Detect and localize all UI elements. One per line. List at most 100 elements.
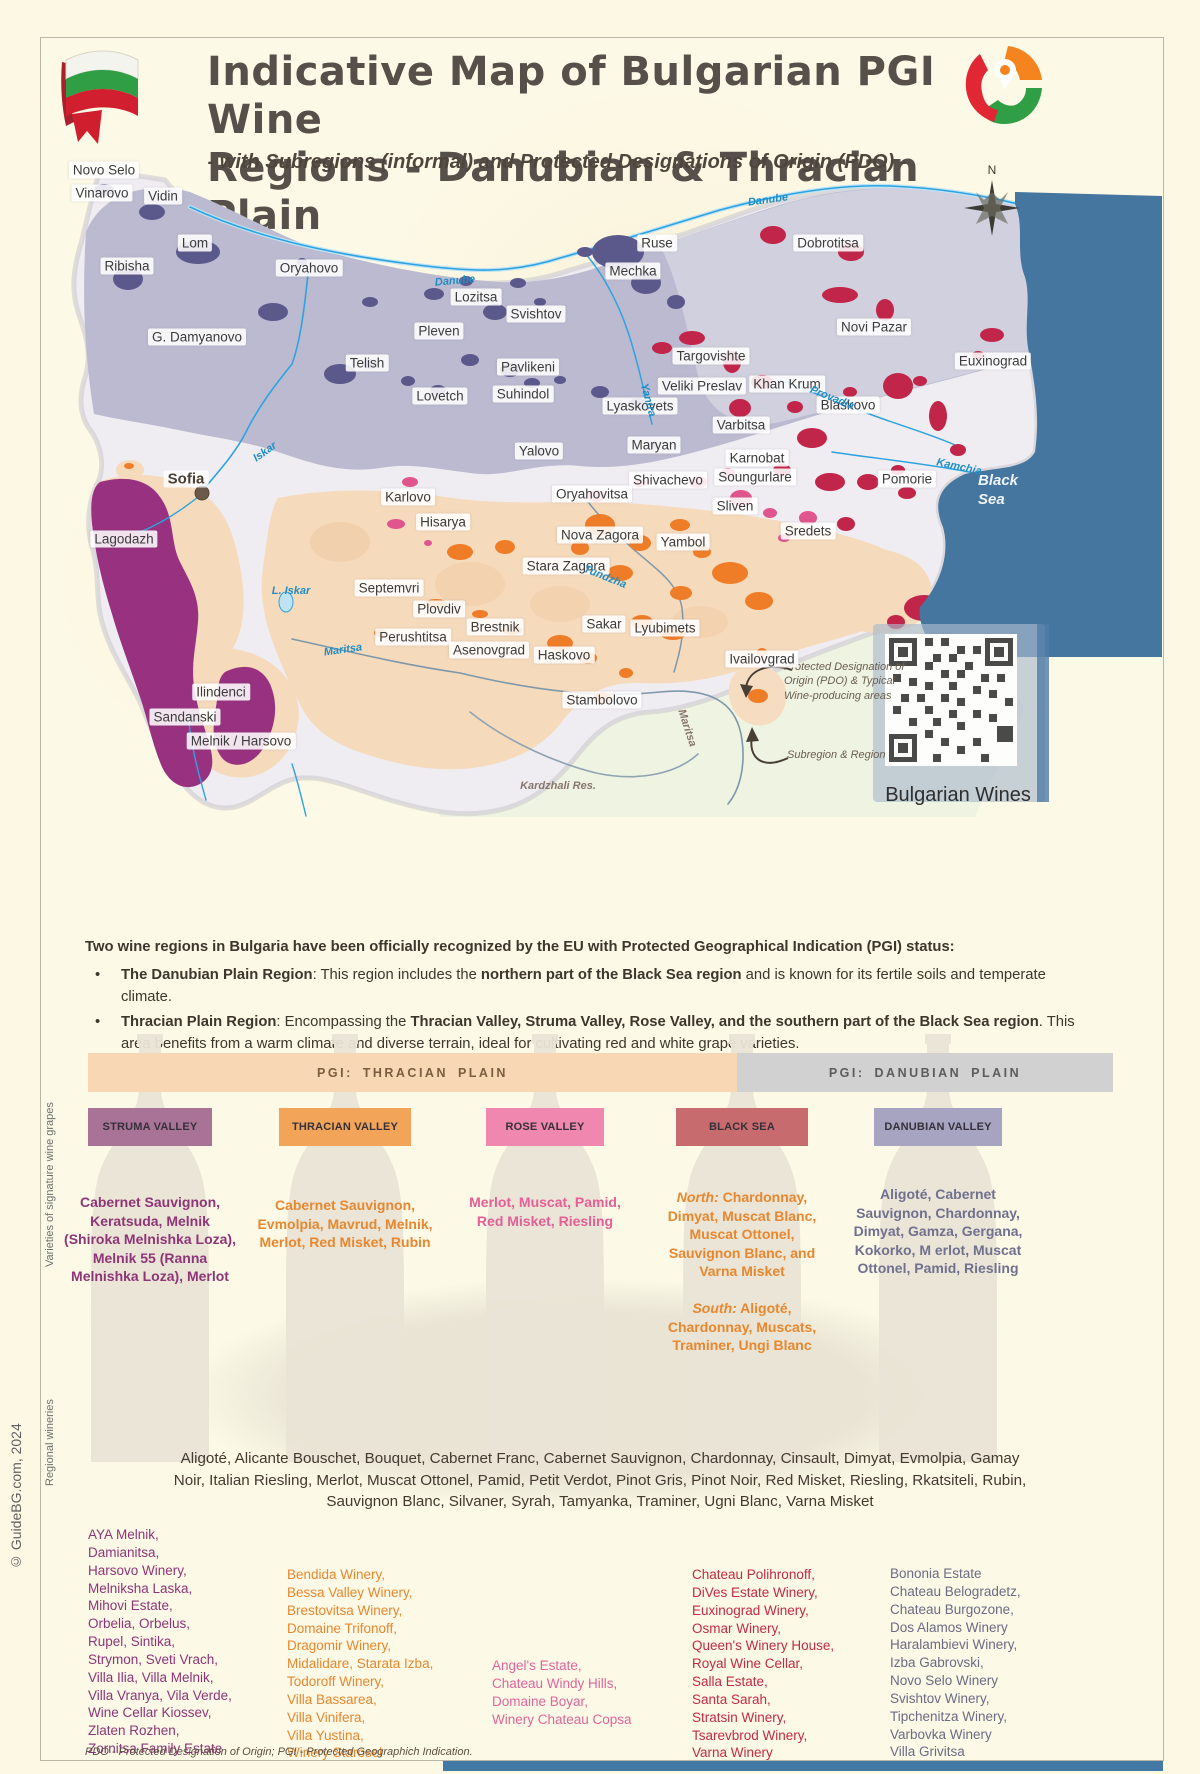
city-label: Nova Zagora [556,526,644,544]
city-label: Targovishte [672,347,750,365]
city-label: Vidin [144,187,182,205]
city-label: Novo Selo [68,161,140,179]
page-title: Indicative Map of Bulgarian PGI Wine Reg… [207,48,967,240]
winery-item: Salla Estate, [692,1674,768,1690]
winery-item: Varna Winery [692,1745,773,1761]
footnote: PDO - Protected Designation of Origin; P… [85,1746,473,1758]
city-label: Melnik / Harsovo [186,732,296,750]
winery-item: Dos Alamos Winery [890,1619,1008,1635]
winery-item: Villa Bassarea, [287,1691,377,1707]
city-label: Karnobat [725,449,789,467]
winery-item: Harsovo Winery, [88,1562,187,1578]
city-label: Euxinograd [954,352,1032,370]
water-label: Kardzhali Res. [520,780,596,792]
city-label: Varbitsa [712,416,770,434]
winery-item: Bendida Winery, [287,1567,386,1582]
winery-item: Domaine Trifonoff, [287,1620,398,1636]
city-label: Shivachevo [629,471,707,489]
city-label: Yalovo [514,442,564,460]
grape-list-thracian: Cabernet Sauvignon, Evmolpia, Mavrud, Me… [257,1197,433,1251]
winery-item: Orbelia, Orbelus, [88,1616,191,1632]
qr-code [885,634,1017,766]
city-label: Stambolovo [562,691,642,709]
city-label: Veliki Preslav [657,377,747,395]
winery-item: Zornitsa Family Estate [88,1741,223,1757]
qr-panel [873,624,1049,802]
bullet-lead: The Danubian Plain Region [121,967,313,984]
winery-item: Bononia Estate [890,1566,982,1581]
winery-item: Strymon, Sveti Vrach, [88,1651,219,1667]
city-label: Telish [345,354,389,372]
wineries-struma: AYA Melnik, Damianitsa, Harsovo Winery, Mel… [88,1527,232,1759]
winery-item: DiVes Estate Winery, [692,1584,818,1600]
city-label: Sredets [780,522,836,540]
city-label: Sandanski [149,708,221,726]
winery-item: Tipchenitza Winery, [890,1708,1008,1724]
city-label: Ivailovgrad [725,650,799,668]
winery-item: Midalidare, Starata Izba, [287,1656,434,1672]
winery-item: Queen's Winery House, [692,1638,835,1654]
winery-item: Izba Gabrovski, [890,1655,984,1671]
wine-bottle-icon [486,1034,604,1462]
legend-subregion-label: Subregion & Region [787,749,886,761]
pgi-band-thracian: PGI: THRACIAN PLAIN [88,1053,737,1092]
copyright: © GuideBG.com, 2024 [8,1423,24,1570]
city-label: Hisarya [416,513,470,531]
winery-item: Chateau Belogradetz, [890,1583,1021,1599]
wineries-black-sea: Chateau Polihronoff, DiVes Estate Winery,… [692,1567,834,1763]
city-label: Pomorie [877,470,937,488]
winery-item: Stratsin Winery, [692,1709,787,1725]
legend-graphic [728,665,793,764]
bullet-text: and is known for its fertile soils and t… [121,967,1046,1006]
city-label: Suhindol [492,385,554,403]
valley-chip-danubian: DANUBIAN VALLEY [874,1108,1002,1146]
city-label: Stara Zagora [522,557,610,575]
common-varieties: Aligoté, Alicante Bouschet, Bouquet, Cab… [173,1450,1027,1511]
valley-chip-struma: STRUMA VALLEY [88,1108,212,1146]
legend-pdo-label: Protected Designation of Origin (PDO) & … [784,661,905,702]
intro-bullet-danubian: The Danubian Plain Region: This region i… [85,964,1095,1008]
winery-item: Winery Starosel [287,1745,383,1761]
qr-caption: Bulgarian Wines [885,784,1031,806]
city-label: Ruse [637,234,677,252]
city-label: Plovdiv [413,600,465,618]
winery-item: Melniksha Laska, [88,1580,193,1596]
city-label: Sakar [582,615,626,633]
city-label: Asenovgrad [448,641,530,659]
city-label-sofia: Sofia [163,470,209,488]
wineries-thracian: Bendida Winery, Bessa Valley Winery, Brest… [287,1567,433,1763]
winery-item: Wine Cellar Kiossev, [88,1705,212,1721]
city-label: Vinarovo [71,184,133,202]
river-label: L. Iskar [271,585,311,597]
winery-item: Villa Ilia, Villa Melnik, [88,1669,214,1685]
sea-label: Black Sea [978,472,1019,508]
winery-item: Varbovka Winery [890,1726,992,1742]
winery-item: Damianitsa, [88,1544,160,1560]
winery-item: Domaine Boyar, [492,1693,589,1709]
city-label: Blaskovo [816,396,880,414]
winery-item: Royal Wine Cellar, [692,1656,804,1672]
winery-item: Todoroff Winery, [287,1674,385,1690]
page-title-line1: Indicative Map of Bulgarian PGI Wine [207,49,936,143]
compass-icon: N [964,163,1020,236]
winery-item: Zlaten Rozhen, [88,1723,180,1739]
winery-item: Chateau Windy Hills, [492,1675,618,1691]
winery-item: Villa Grivitsa [890,1744,965,1760]
city-label: Lyaskovets [602,397,678,415]
page-subtitle: - with Subregions (informal) and Protect… [207,151,907,173]
intro-bullet-thracian: Thracian Plain Region: Encompassing the … [85,1011,1095,1055]
pgi-band-danubian: PGI: DANUBIAN PLAIN [737,1053,1113,1092]
winery-item: Haralambievi Winery, [890,1637,1018,1653]
side-label-grapes: Varieties of signature wine grapes [44,1102,56,1267]
city-label: Sliven [712,497,758,515]
intro-heading: Two wine regions in Bulgaria have been o… [85,939,955,955]
winery-item: Angel's Estate, [492,1658,582,1673]
city-label: Perushtitsa [375,628,451,646]
city-label: Soungurlare [714,468,796,486]
city-label: Karlovo [381,488,435,506]
winery-item: Dragomir Winery, [287,1638,392,1654]
bullet-bold: Thracian Valley, Struma Valley, Rose Val… [410,1013,1039,1030]
intro-block: Two wine regions in Bulgaria have been o… [85,936,1095,1057]
winery-item: Santa Sarah, [692,1691,771,1707]
